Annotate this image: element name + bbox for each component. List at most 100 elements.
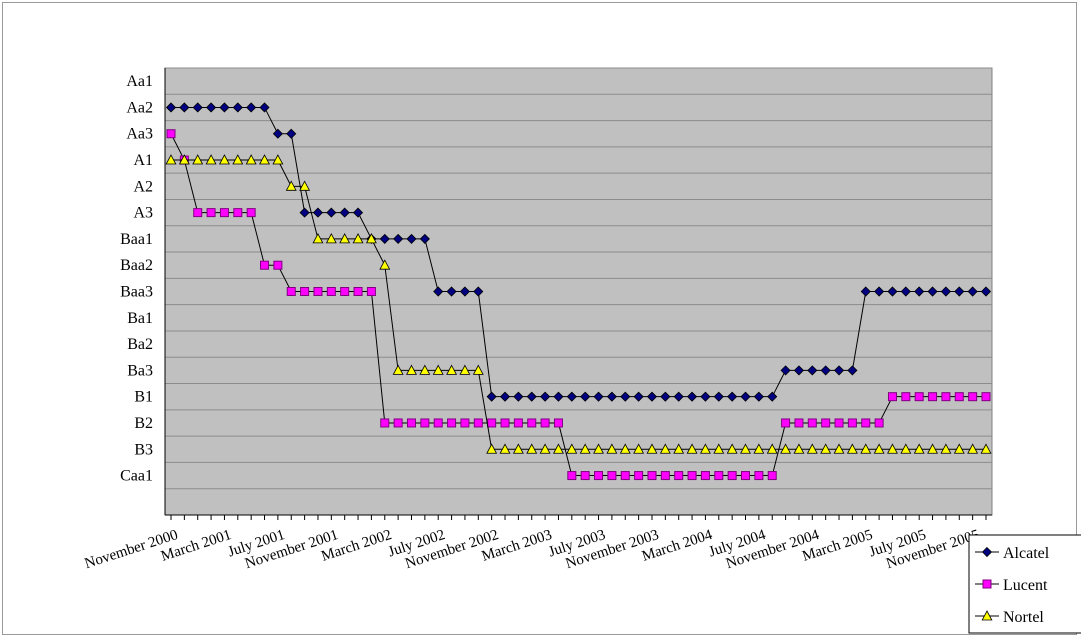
point-nortel: [259, 154, 270, 165]
y-tick-label: A3: [133, 205, 153, 222]
point-alcatel: [940, 286, 951, 297]
point-lucent: [620, 471, 630, 481]
point-lucent: [781, 418, 791, 428]
point-nortel: [619, 443, 631, 454]
point-lucent: [767, 471, 777, 481]
y-tick-label: Ba3: [127, 362, 153, 379]
point-lucent: [246, 208, 256, 218]
point-lucent: [540, 418, 550, 428]
y-tick-label: A1: [133, 152, 153, 169]
point-lucent: [260, 260, 270, 270]
y-tick-label: Baa2: [120, 257, 153, 274]
legend: Alcatel Lucent Nortel: [968, 534, 1081, 634]
point-alcatel: [553, 391, 564, 402]
point-alcatel: [927, 286, 938, 297]
series-lucent: [166, 129, 991, 481]
point-lucent: [741, 471, 751, 481]
point-lucent: [981, 392, 991, 402]
point-lucent: [473, 418, 483, 428]
point-lucent: [353, 287, 363, 296]
point-nortel: [486, 443, 498, 454]
point-alcatel: [352, 207, 364, 218]
point-nortel: [980, 443, 992, 454]
point-lucent: [553, 418, 563, 428]
point-nortel: [526, 443, 538, 454]
point-alcatel: [673, 391, 684, 402]
legend-label-lucent: Lucent: [1003, 577, 1048, 594]
point-alcatel: [833, 365, 845, 376]
point-lucent: [968, 392, 978, 402]
point-nortel: [820, 443, 832, 454]
point-lucent: [887, 392, 897, 402]
point-alcatel: [165, 102, 177, 113]
point-lucent: [914, 392, 924, 402]
point-lucent: [700, 471, 710, 481]
point-alcatel: [767, 391, 778, 402]
point-lucent: [233, 208, 243, 218]
point-alcatel: [620, 391, 631, 402]
point-nortel: [499, 443, 511, 454]
point-alcatel: [753, 391, 764, 402]
point-lucent: [340, 287, 350, 296]
legend-label-nortel: Nortel: [1003, 609, 1044, 626]
point-nortel: [352, 233, 364, 244]
point-alcatel: [499, 391, 511, 402]
point-nortel: [740, 443, 751, 454]
point-alcatel: [419, 233, 430, 244]
point-nortel: [953, 443, 965, 454]
point-alcatel: [473, 286, 484, 297]
point-lucent: [647, 471, 657, 481]
series-alcatel: [165, 102, 992, 402]
point-alcatel: [219, 102, 230, 113]
point-nortel: [579, 443, 591, 454]
legend-label-alcatel: Alcatel: [1003, 545, 1050, 562]
legend-marker-alcatel: [981, 546, 993, 558]
y-tick-label: Baa3: [120, 284, 153, 301]
point-nortel: [232, 154, 244, 165]
point-nortel: [392, 364, 404, 375]
point-lucent: [901, 392, 911, 402]
point-lucent: [433, 418, 443, 428]
point-nortel: [178, 154, 190, 165]
point-nortel: [325, 233, 337, 244]
point-lucent: [954, 392, 964, 402]
point-lucent: [714, 471, 724, 481]
point-lucent: [460, 418, 470, 428]
point-lucent: [447, 418, 457, 428]
point-nortel: [299, 180, 311, 191]
point-alcatel: [633, 391, 644, 402]
point-alcatel: [379, 233, 390, 244]
series-group: [165, 102, 992, 481]
point-nortel: [446, 364, 458, 375]
y-tick-label: Ba2: [127, 336, 153, 353]
point-alcatel: [566, 391, 577, 402]
point-lucent: [500, 418, 510, 428]
point-lucent: [567, 471, 577, 481]
point-alcatel: [299, 207, 310, 218]
y-tick-label: B1: [134, 389, 153, 406]
point-lucent: [380, 418, 390, 428]
point-nortel: [699, 443, 711, 454]
y-axis-labels: Aa1 Aa2 Aa3 A1 A2 A3 Baa1 Baa2 Baa3 Ba1 Ba2 Ba3 B1 B2…: [120, 73, 153, 484]
y-tick-label: Baa1: [120, 231, 153, 248]
point-nortel: [967, 443, 979, 454]
point-alcatel: [526, 391, 537, 402]
point-nortel: [205, 154, 217, 165]
point-nortel: [539, 443, 551, 454]
y-tick-label: Aa3: [126, 126, 153, 143]
y-tick-label: B2: [134, 415, 153, 432]
point-nortel: [285, 180, 297, 191]
point-alcatel: [807, 365, 818, 376]
point-lucent: [313, 287, 323, 296]
point-alcatel: [954, 286, 965, 297]
point-lucent: [193, 208, 203, 218]
point-alcatel: [580, 391, 591, 402]
point-lucent: [300, 287, 310, 296]
point-nortel: [846, 443, 858, 454]
point-alcatel: [914, 286, 925, 297]
point-lucent: [660, 471, 670, 481]
point-lucent: [754, 471, 764, 481]
point-alcatel: [606, 391, 617, 402]
